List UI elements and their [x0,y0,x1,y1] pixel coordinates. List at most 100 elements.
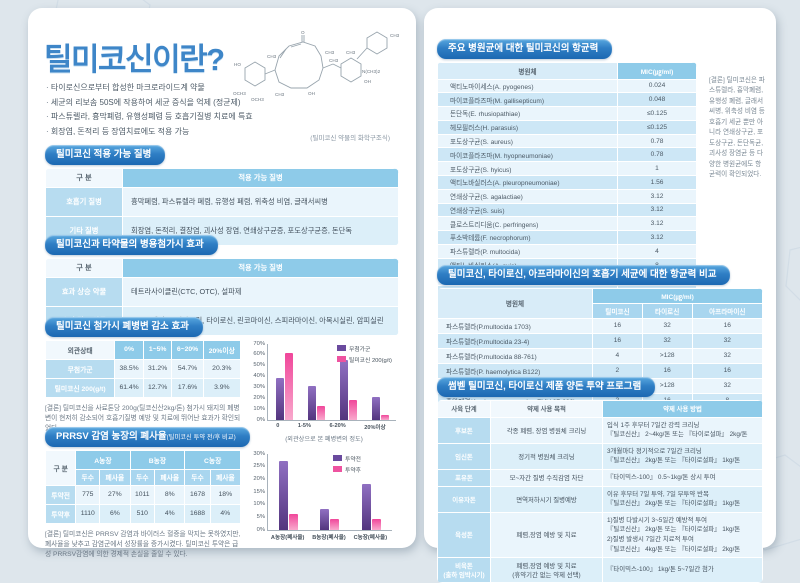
cell-line: 1)질병 다발시기 3~5일간 예방적 투여 [607,516,758,526]
mic-value: 3.12 [618,217,697,231]
intro-bullet: 회장염, 돈적리 등 장염치료에도 적용 가능 [46,126,254,138]
pathogen-name: 연쇄상구균(S. agalactiae) [438,189,618,203]
bar [330,519,339,529]
section-title: 틸미코신 적용 가능 질병 [45,145,165,165]
table-header-row: 병원체 MIC(㎍/ml) [438,62,697,79]
cell-line: 『틸코신산』 2kg/톤 또는 『타이로설파』 1kg/톤 [607,499,758,509]
cell-line: 3개월마다 정기적으로 7일간 크리닝 [607,447,758,457]
legend-label: 투약후 [345,465,361,474]
bar [289,514,298,529]
cell-line: 『타이믹스-100』 1kg/톤 5~7일간 첨가 [607,565,758,575]
atom-label: HO [234,62,241,67]
pathogen-name: 연쇄상구균(S. suis) [438,203,618,217]
data-cell: 6% [100,504,130,523]
legend-swatch [333,455,342,461]
legend-entry: 무첨가군 [337,344,392,353]
intro-bullet: 세균의 리보솜 50S에 작용하여 세균 증식을 억제 (정균제) [46,97,254,109]
cell-line: 각종 폐렴, 장염 병원체 크리닝 [495,426,598,435]
bar-group [372,397,389,419]
table-row: 마이코플라즈마(M. gallisepticum)0.048 [438,93,697,107]
table-row: 클로스트리디움(C. perfringens)3.12 [438,217,697,231]
atom-label: CH3 [267,54,277,59]
y-axis-tick-label: 10% [253,406,268,412]
cell-line: 입식 1주 후부터 7일간 강력 크리닝 [607,421,758,431]
atom-label: CH3 [346,50,356,55]
table-row: 비육돈(출하 임박시기)폐렴,장염 예방 및 치료(휴약기간 없는 약제 선택)… [438,558,763,583]
method-cell: 1)질병 다발시기 3~5일간 예방적 투여『틸코신산』 2kg/톤 또는 『타… [603,512,763,557]
mic-value: 0.78 [618,134,697,148]
atom-label: CH3 [325,50,335,55]
row-label: 호흡기 질병 [46,187,123,216]
column-header: 적용 가능 질병 [123,258,399,277]
atom-label: O [301,30,305,35]
pathogen-name: 마이코플라즈마(M. gallisepticum) [438,93,618,107]
legend-entry: 투약후 [333,465,361,474]
mic-value: 32 [642,318,692,333]
column-header: B농장 [130,450,185,469]
atom-label: OH [308,91,315,96]
mic-value: ≤0.125 [618,107,697,121]
column-header: 약제 사용 목적 [491,400,603,417]
bar-group [279,461,298,529]
data-cell: 54.7% [172,359,203,378]
mic-value: 32 [642,333,692,348]
column-header: 병원체 [438,62,618,79]
cell-line: 면역저하시기 질병예방 [495,495,598,504]
bar-group [340,360,357,419]
mic-value: 0.78 [618,148,697,162]
mic-value: 0.048 [618,93,697,107]
conclusion-text: [결론] 틸미코신은 PRRSV 감염과 바이러스 혈증을 막지는 못하였지만,… [45,530,241,561]
bar-group [276,353,293,420]
column-header: MIC(㎍/ml) [593,288,763,303]
section-title: 틸미코신, 타이로신, 아프라마이신의 호흡기 세균에 대한 항균력 비교 [437,265,730,285]
table-row: 푸소박테륨(F. necrophorum)3.12 [438,231,697,245]
column-header: 0% [115,340,144,359]
column-subheader: 두수 [76,469,100,485]
atom-label: CH3 [275,92,285,97]
data-cell: 31.2% [143,359,172,378]
y-axis-tick-label: 40% [253,373,268,379]
column-header: 아프라마이신 [692,303,762,318]
x-axis-tick-label: B농장(폐사율) [312,533,346,541]
table-row: 포도상구균(S. aureus)0.78 [438,134,697,148]
bar [372,519,381,529]
purpose-cell: 각종 폐렴, 장염 병원체 크리닝 [491,417,603,443]
table-row: 틸미코신 200(g/t)61.4%12.7%17.6%3.9% [46,378,241,397]
data-cell: 1688 [185,504,210,523]
left-page: 틸미코신이란? 타이로신으로부터 합성한 마크로라이드계 약물세균의 리보솜 5… [28,8,416,548]
row-label: 무첨가군 [46,359,115,378]
y-axis-tick-label: 60% [253,351,268,357]
y-axis-tick-label: 20% [253,476,268,482]
legend-swatch [337,356,346,362]
mic-value: 16 [593,318,643,333]
row-label: 투약후 [46,504,76,523]
mic-value: 3.12 [618,231,697,245]
mic-value: 4 [593,348,643,363]
right-page: 주요 병원균에 대한 틸미코신의 항균력 병원체 MIC(㎍/ml) 액티노마이… [424,8,776,548]
column-header: 1~5% [143,340,172,359]
data-cell: 4% [210,504,240,523]
purpose-cell: 폐렴,장염 예방 및 치료(휴약기간 없는 약제 선택) [491,558,603,583]
column-header: 구 분 [46,168,123,187]
table-header-row: 구 분 적용 가능 질병 [46,168,399,187]
method-cell: 입식 1주 후부터 7일간 강력 크리닝『틸코신산』 2~4kg/톤 또는 『타… [603,417,763,443]
mic-value: 4 [618,244,697,258]
cell-line: (휴약기간 없는 약제 선택) [495,570,598,579]
bar [340,360,348,419]
cell-line: 2)질병 발생시 7일간 치료적 투여 [607,535,758,545]
method-cell: 『타이믹스-100』 1kg/톤 5~7일간 첨가 [603,558,763,583]
stage-cell: 포유돈 [438,469,491,486]
pathogen-name: 마이코플라즈마(M. hyopneumoniae) [438,148,618,162]
bar [279,461,288,529]
mic-value: ≤0.125 [618,120,697,134]
x-axis-tick-label: A농장(폐사율) [271,533,305,541]
column-header: MIC(㎍/ml) [618,62,697,79]
